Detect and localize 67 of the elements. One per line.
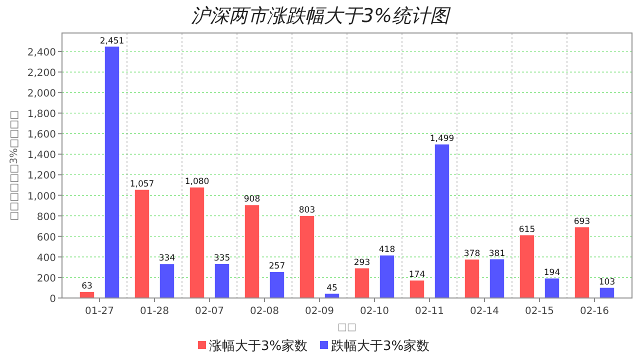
y-tick-label: 600 xyxy=(36,232,56,244)
data-label: 45 xyxy=(326,283,338,294)
x-axis-title: □□ xyxy=(338,322,356,333)
x-tick-label: 02-15 xyxy=(524,306,554,317)
data-label: 194 xyxy=(544,268,560,278)
data-label: 693 xyxy=(574,216,590,227)
x-tick-label: 02-16 xyxy=(580,306,610,317)
bar xyxy=(489,258,505,298)
bar xyxy=(299,215,315,298)
x-tick-label: 02-09 xyxy=(304,306,334,317)
x-tick-label: 02-14 xyxy=(470,306,500,317)
data-label: 257 xyxy=(268,262,286,272)
bar xyxy=(159,263,175,298)
y-axis-title: □□□□□□3%□□□□ xyxy=(9,110,20,221)
data-label: 103 xyxy=(598,277,616,288)
bar xyxy=(354,268,370,298)
bar xyxy=(134,189,150,298)
bar xyxy=(104,46,120,298)
data-label: 334 xyxy=(158,254,176,264)
y-tick-label: 1,600 xyxy=(27,130,56,141)
bar xyxy=(464,258,480,298)
legend-label: 涨幅大于3%家数 xyxy=(209,338,308,354)
bar xyxy=(544,278,560,298)
x-tick-label: 02-10 xyxy=(360,306,390,317)
x-tick-label: 01-28 xyxy=(140,306,170,317)
data-label: 908 xyxy=(244,194,260,205)
data-label: 293 xyxy=(354,258,370,268)
y-tick-label: 1,800 xyxy=(27,109,56,120)
y-tick-label: 1,200 xyxy=(27,170,56,182)
x-tick-label: 01-27 xyxy=(84,306,114,317)
y-tick-label: 1,400 xyxy=(27,150,56,162)
bar xyxy=(574,226,590,298)
bar xyxy=(599,287,615,298)
y-tick-label: 0 xyxy=(50,294,56,305)
x-tick-label: 02-08 xyxy=(250,306,280,317)
data-label: 2,451 xyxy=(100,36,124,46)
data-label: 63 xyxy=(82,282,92,292)
data-label: 615 xyxy=(518,224,536,235)
bar xyxy=(269,271,285,298)
data-label: 418 xyxy=(378,245,396,256)
y-tick-label: 2,000 xyxy=(27,88,56,100)
chart-title: 沪深两市涨跌幅大于3%统计图 xyxy=(190,5,452,27)
y-tick-label: 2,400 xyxy=(27,47,56,58)
data-label: 174 xyxy=(408,270,426,280)
bar xyxy=(409,280,425,298)
data-label: 803 xyxy=(298,206,316,216)
x-tick-label: 02-07 xyxy=(194,306,224,317)
bar xyxy=(244,204,260,298)
data-label: 378 xyxy=(464,249,480,260)
data-label: 1,057 xyxy=(130,179,154,190)
y-tick-label: 800 xyxy=(36,212,56,223)
y-tick-label: 200 xyxy=(36,273,56,284)
data-label: 1,499 xyxy=(430,134,454,144)
y-tick-label: 2,200 xyxy=(27,68,56,80)
bar xyxy=(434,144,450,298)
y-tick-label: 400 xyxy=(36,252,56,264)
bar xyxy=(79,291,95,298)
data-label: 335 xyxy=(214,254,230,264)
bar xyxy=(189,186,205,298)
data-label: 1,080 xyxy=(184,177,210,188)
bar xyxy=(379,254,395,298)
data-label: 381 xyxy=(488,248,506,259)
x-tick-label: 02-11 xyxy=(414,306,444,317)
bar xyxy=(214,263,230,298)
y-tick-label: 1,000 xyxy=(27,191,56,202)
legend-label: 跌幅大于3%家数 xyxy=(331,338,430,354)
bar xyxy=(519,234,535,298)
